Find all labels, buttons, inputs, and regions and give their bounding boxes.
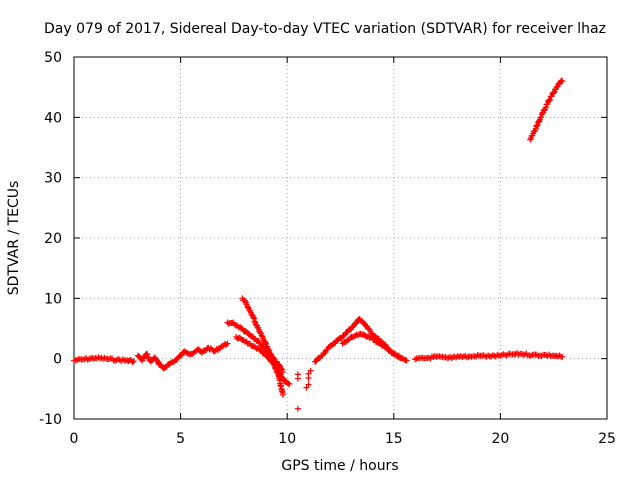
data-point-mark [277, 382, 284, 389]
data-point-mark [129, 359, 136, 366]
data-point-mark [256, 346, 263, 353]
data-point-mark [303, 384, 310, 391]
data-point-mark [349, 334, 356, 341]
x-tick-label: 15 [385, 431, 403, 447]
plot-frame [73, 56, 608, 420]
series-rising-track [527, 77, 566, 143]
data-point-mark [534, 122, 541, 129]
data-point-mark [175, 354, 182, 361]
data-point-mark [270, 360, 277, 367]
data-point-mark [251, 318, 258, 325]
data-point-mark [145, 354, 152, 361]
y-tick-label: 50 [44, 50, 62, 66]
data-point-mark [276, 362, 283, 369]
data-point-mark [550, 89, 557, 96]
data-point-mark [538, 352, 545, 359]
data-point-mark [279, 366, 286, 373]
data-point-mark [112, 357, 119, 364]
series-segment-3-7 [134, 340, 231, 372]
data-point-mark [353, 320, 360, 327]
series-baseline-early [71, 354, 137, 366]
data-point-mark [474, 351, 481, 358]
data-point-mark [395, 352, 402, 359]
data-point-mark [402, 357, 409, 364]
data-point-mark [247, 307, 254, 314]
data-point-mark [255, 326, 262, 333]
data-point-mark [305, 370, 312, 377]
data-point-mark [558, 77, 565, 84]
data-point-mark [533, 123, 540, 130]
data-point-mark [453, 354, 460, 361]
data-point-mark [294, 405, 301, 412]
y-tick-label: 20 [44, 231, 62, 247]
data-point-mark [269, 359, 276, 366]
plot-border [73, 56, 608, 420]
y-tick-label: 10 [44, 291, 62, 307]
axis-ticks: 0 5 10 15 20 25 -10 0 10 20 30 40 50 [39, 50, 616, 447]
data-points [71, 77, 566, 412]
series-arc-b [224, 319, 286, 375]
x-tick-label: 25 [598, 431, 616, 447]
data-point-mark [285, 380, 292, 387]
data-point-mark [284, 379, 291, 386]
x-tick-label: 10 [278, 431, 296, 447]
data-point-mark [394, 353, 401, 360]
data-point-mark [250, 314, 257, 321]
data-point-mark [255, 338, 262, 345]
data-point-mark [262, 340, 269, 347]
x-tick-label: 0 [70, 431, 79, 447]
data-point-mark [517, 350, 524, 357]
x-tick-label: 20 [491, 431, 509, 447]
data-point-mark [553, 84, 560, 91]
data-point-mark [541, 107, 548, 114]
series-hump [311, 315, 410, 365]
data-point-mark [221, 340, 228, 347]
data-point-mark [527, 352, 534, 359]
x-tick-label: 5 [176, 431, 185, 447]
y-tick-label: 40 [44, 110, 62, 126]
data-point-mark [223, 341, 230, 348]
series-arc-c [233, 333, 286, 398]
data-point-mark [538, 114, 545, 121]
series-gap-scatter [294, 367, 314, 412]
data-point-mark [209, 346, 216, 353]
data-point-mark [340, 332, 347, 339]
data-point-mark [538, 111, 545, 118]
data-point-mark [242, 299, 249, 306]
x-axis-label: GPS time / hours [281, 458, 398, 474]
y-tick-label: 0 [53, 352, 62, 368]
data-point-mark [263, 341, 270, 348]
data-point-mark [463, 354, 470, 361]
data-point-mark [260, 335, 267, 342]
data-point-mark [547, 96, 554, 103]
series-baseline-late [412, 350, 566, 363]
data-point-mark [279, 389, 286, 396]
data-point-mark [192, 348, 199, 355]
data-point-mark [305, 381, 312, 388]
data-point-mark [328, 342, 335, 349]
data-point-mark [252, 321, 259, 328]
series-hump-lower [339, 330, 404, 361]
data-point-mark [542, 104, 549, 111]
data-point-mark [556, 352, 563, 359]
data-point-mark [343, 338, 350, 345]
y-axis-label: SDTVAR / TECUs [6, 181, 22, 296]
data-point-mark [307, 367, 314, 374]
y-tick-label: -10 [39, 412, 62, 428]
data-point-mark [362, 332, 369, 339]
data-point-mark [294, 371, 301, 378]
chart-title: Day 079 of 2017, Sidereal Day-to-day VTE… [44, 21, 606, 37]
data-point-mark [245, 304, 252, 311]
data-point-mark [236, 334, 243, 341]
y-tick-label: 30 [44, 171, 62, 187]
data-point-mark [101, 354, 108, 361]
data-point-mark [557, 353, 564, 360]
grid [74, 57, 607, 419]
data-point-mark [335, 336, 342, 343]
